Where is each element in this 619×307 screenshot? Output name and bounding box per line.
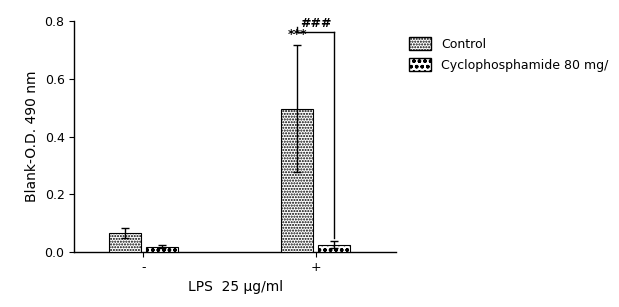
Text: ###: ### — [300, 17, 331, 30]
Bar — [109, 233, 141, 252]
Text: ***: *** — [288, 28, 307, 41]
Bar — [145, 247, 178, 252]
Legend: Control, Cyclophosphamide 80 mg/: Control, Cyclophosphamide 80 mg/ — [409, 37, 608, 72]
Bar — [318, 245, 350, 252]
X-axis label: LPS  25 μg/ml: LPS 25 μg/ml — [188, 280, 283, 294]
Y-axis label: Blank-O.D. 490 nm: Blank-O.D. 490 nm — [25, 71, 39, 202]
Bar — [281, 109, 313, 252]
